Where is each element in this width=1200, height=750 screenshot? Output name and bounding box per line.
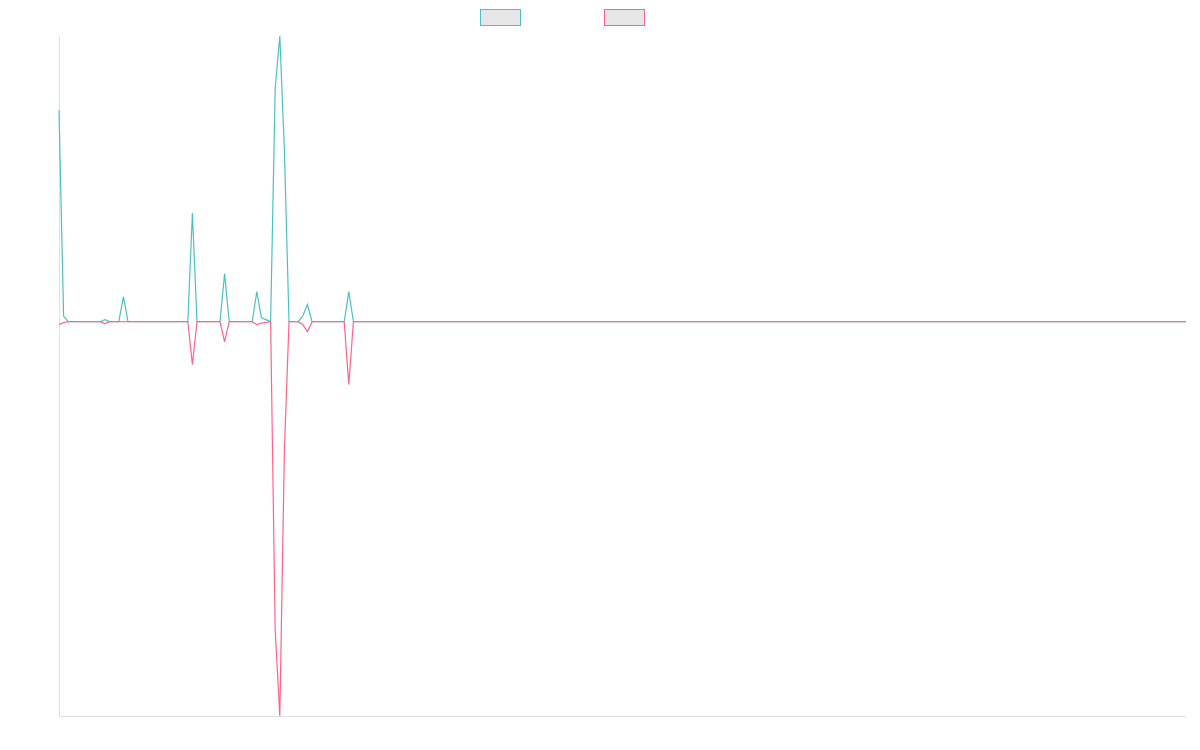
- legend-swatch: [480, 9, 521, 26]
- series-line: [58, 321, 1186, 717]
- series-line: [58, 35, 1186, 323]
- legend-swatch: [604, 9, 645, 26]
